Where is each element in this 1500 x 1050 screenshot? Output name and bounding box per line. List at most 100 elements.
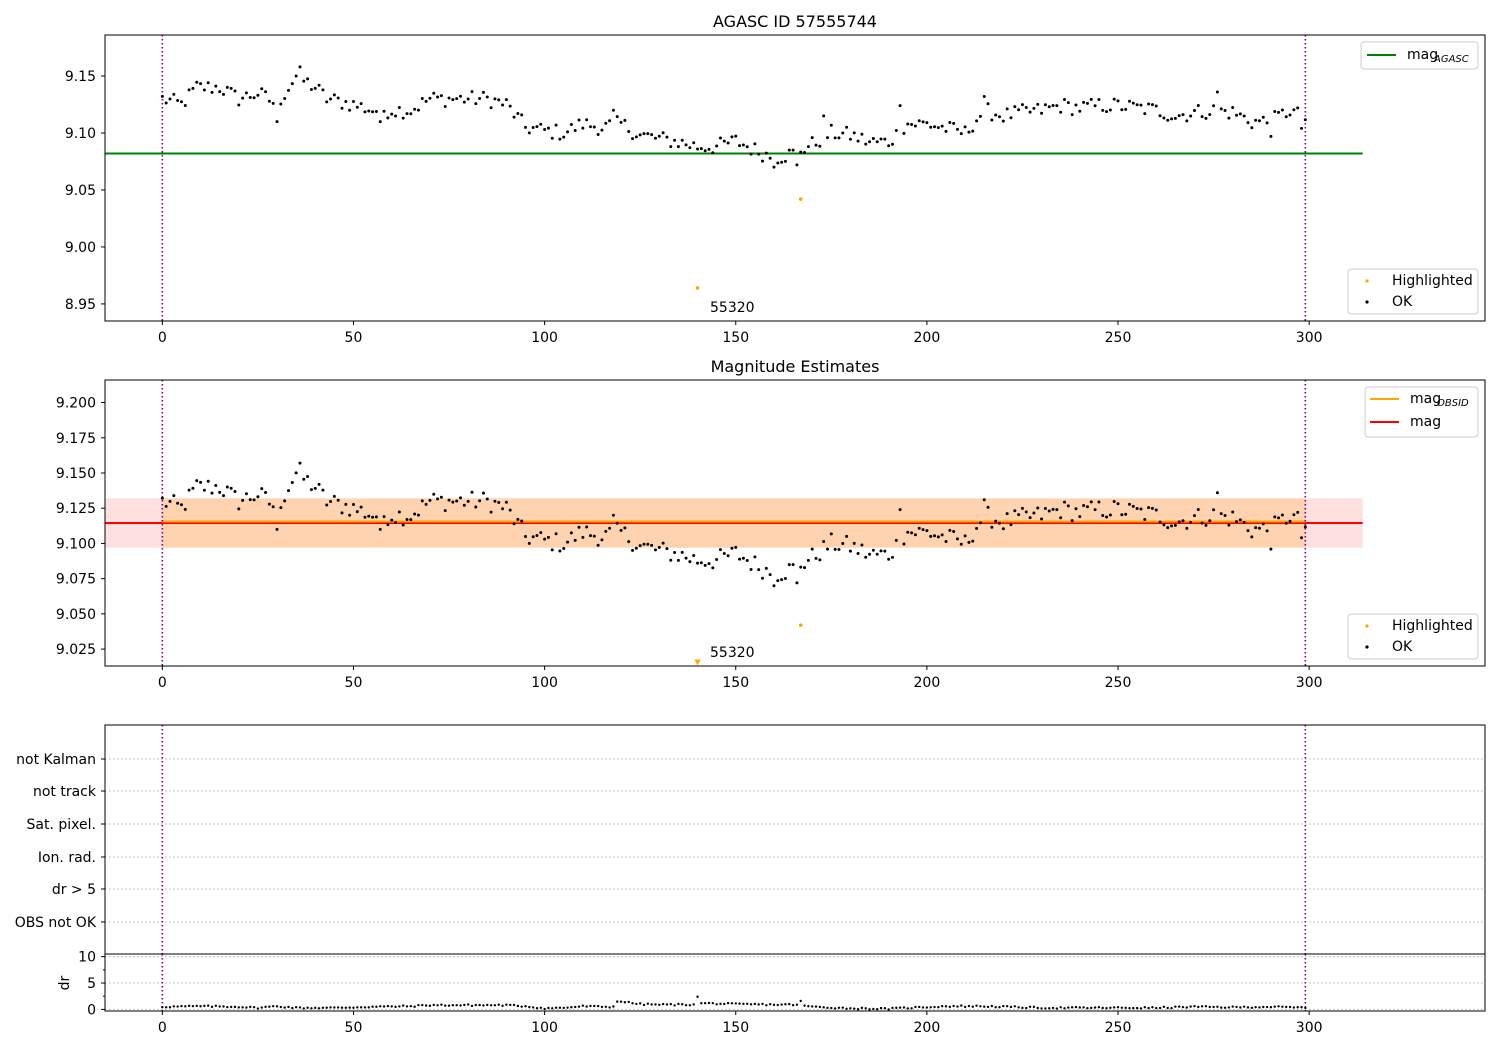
ok-point <box>1277 110 1281 114</box>
dr-point <box>1044 1007 1047 1010</box>
ok-point <box>1250 126 1254 130</box>
ok-point <box>1170 117 1174 121</box>
ok-point <box>1127 502 1131 506</box>
ok-point <box>730 546 734 550</box>
dr-point <box>833 1007 837 1010</box>
ok-point <box>753 142 757 146</box>
dr-point <box>1132 1006 1135 1010</box>
ok-point <box>1063 98 1067 102</box>
ok-point <box>982 95 986 99</box>
ok-point <box>982 498 986 502</box>
ok-point <box>646 132 650 136</box>
ok-point <box>978 114 982 118</box>
ok-point <box>971 129 975 133</box>
dr-point <box>1189 1005 1192 1008</box>
ok-point <box>1204 116 1208 120</box>
ok-point <box>1066 101 1070 105</box>
ok-point <box>967 130 971 134</box>
dr-point <box>1116 1006 1120 1009</box>
ok-point <box>680 138 684 142</box>
ok-point <box>917 526 921 530</box>
ok-point <box>1215 90 1219 94</box>
ok-point <box>527 131 531 135</box>
ok-point <box>653 548 657 552</box>
ok-point <box>600 128 604 132</box>
dr-point <box>1055 1007 1059 1010</box>
offscale-highlighted-marker <box>694 659 701 666</box>
dr-point <box>1021 1006 1024 1010</box>
ok-point <box>1296 510 1300 514</box>
ok-point <box>271 505 275 509</box>
x-tick-label: 0 <box>158 330 167 346</box>
ok-point <box>825 547 829 551</box>
ok-point <box>218 90 222 94</box>
ok-point <box>875 552 879 556</box>
ok-point <box>474 505 478 509</box>
ok-point <box>738 557 742 561</box>
ok-point <box>371 515 375 519</box>
ok-point <box>1131 504 1135 508</box>
ok-point <box>397 510 401 514</box>
ok-point <box>206 479 210 483</box>
ok-point <box>1093 104 1097 108</box>
ok-point <box>864 555 868 559</box>
dr-point <box>524 1005 527 1008</box>
ok-point <box>359 102 363 106</box>
dr-point <box>218 1005 221 1008</box>
ok-point <box>1043 507 1047 511</box>
dr-point <box>401 1004 405 1007</box>
dr-point <box>466 1003 470 1006</box>
ok-point <box>478 97 482 101</box>
dr-point <box>906 1007 909 1010</box>
dr-point <box>753 1002 757 1006</box>
ok-point <box>489 106 493 110</box>
ok-point <box>1219 512 1223 516</box>
dr-point <box>1070 1006 1074 1009</box>
ok-point <box>1189 114 1193 118</box>
ok-point <box>1170 524 1174 528</box>
ok-point <box>722 552 726 556</box>
ok-point <box>730 135 734 139</box>
ok-point <box>1208 519 1212 523</box>
ok-point <box>718 136 722 140</box>
ok-point <box>1173 116 1177 120</box>
ok-point <box>745 558 749 562</box>
ok-point <box>1177 520 1181 524</box>
dr-point <box>363 1006 367 1009</box>
ok-point <box>596 132 600 136</box>
y-tick-label: 9.150 <box>56 466 96 482</box>
ok-point <box>734 134 738 138</box>
dr-point <box>390 1005 393 1008</box>
dr-point <box>765 1004 768 1007</box>
ok-point <box>466 499 470 503</box>
ok-point <box>1066 504 1070 508</box>
ok-point <box>501 103 505 107</box>
ok-point <box>1235 520 1239 524</box>
dr-point <box>929 1006 932 1009</box>
ok-point <box>585 525 589 529</box>
dr-point <box>447 1004 451 1007</box>
dr-point <box>998 1006 1001 1009</box>
dr-point <box>849 1007 852 1010</box>
dr-point <box>1051 1006 1055 1010</box>
ok-point <box>833 547 837 551</box>
x-tick-label: 0 <box>158 1020 167 1036</box>
dr-point <box>1067 1006 1070 1009</box>
dr-point <box>715 1003 718 1006</box>
ok-point <box>879 137 883 141</box>
ok-point <box>1257 526 1261 530</box>
plot-area: 0 50 100 150 200 250 300 9.025 9.050 9.075 9.100 9.… <box>56 380 1363 691</box>
ok-point <box>1059 516 1063 520</box>
ok-point <box>852 131 856 135</box>
dr-point <box>264 1005 267 1009</box>
ok-point <box>1040 517 1044 521</box>
dr-point <box>665 1003 669 1006</box>
ok-point <box>367 514 371 518</box>
ok-point <box>955 537 959 541</box>
dr-point <box>379 1005 382 1008</box>
flag-label: dr > 5 <box>52 882 96 898</box>
ok-point <box>833 136 837 140</box>
ok-point <box>1227 116 1231 120</box>
dr-point <box>1135 1006 1139 1010</box>
dr-point <box>937 1005 940 1009</box>
